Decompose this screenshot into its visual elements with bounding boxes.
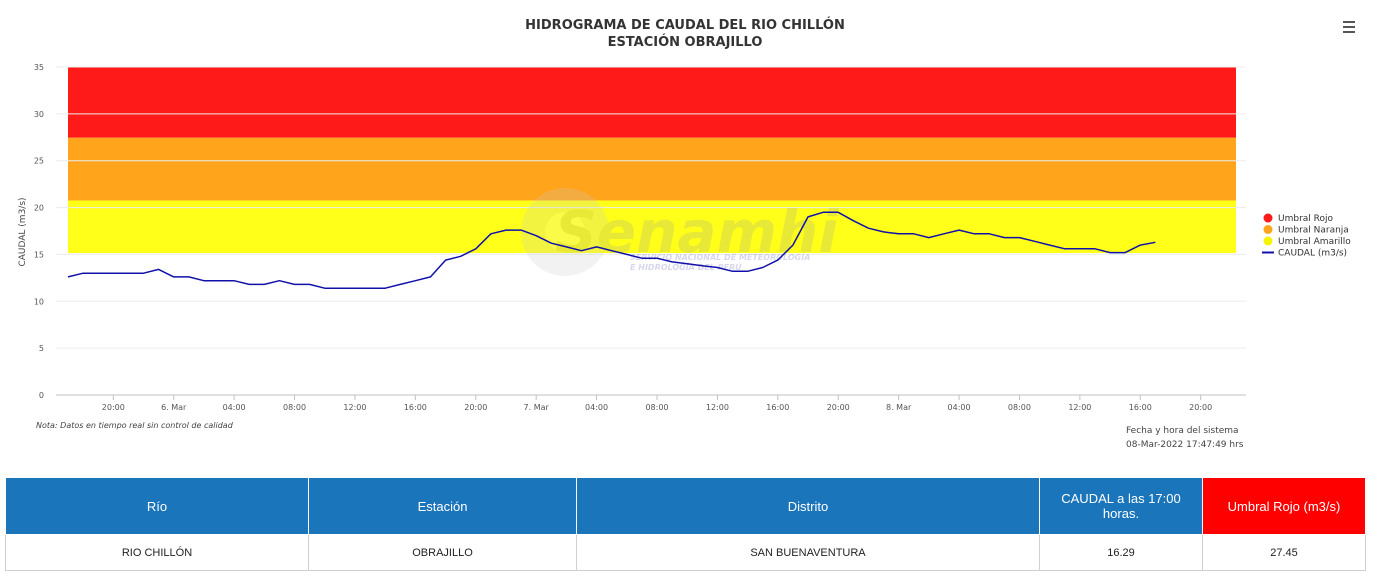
hamburger-menu-icon[interactable] xyxy=(1338,18,1360,40)
cell-caudal: 16.29 xyxy=(1039,534,1203,571)
watermark-line2: E HIDROLOGÍA DEL PERÚ xyxy=(630,261,742,272)
y-tick-label: 5 xyxy=(39,344,44,353)
cell-distrito: SAN BUENAVENTURA xyxy=(576,534,1040,571)
data-quality-note: Nota: Datos en tiempo real sin control d… xyxy=(36,421,234,430)
x-tick-label: 04:00 xyxy=(948,403,971,412)
grid-lines xyxy=(56,66,1246,349)
hydrograph-chart: HIDROGRAMA DE CAUDAL DEL RIO CHILLÓN EST… xyxy=(18,17,1351,450)
y-tick-label: 0 xyxy=(39,391,44,400)
header-caudal: CAUDAL a las 17:00 horas. xyxy=(1039,477,1203,535)
y-axis-label: CAUDAL (m3/s) xyxy=(18,197,28,266)
watermark-line1: SERVICIO NACIONAL DE METEOROLOGÍA xyxy=(630,251,810,262)
x-tick-label: 20:00 xyxy=(827,403,850,412)
x-tick-label: 12:00 xyxy=(343,403,366,412)
x-axis-ticks: 20:00 6. Mar 04:00 08:00 12:00 16:00 20:00 7. M… xyxy=(102,395,1212,412)
legend-marker-umbral-amarillo xyxy=(1263,236,1273,246)
legend-marker-umbral-rojo xyxy=(1263,213,1273,223)
x-tick-label: 6. Mar xyxy=(161,403,187,412)
x-tick-label: 12:00 xyxy=(706,403,729,412)
header-rio: Río xyxy=(5,477,309,535)
x-tick-label: 20:00 xyxy=(102,403,125,412)
x-tick-label: 20:00 xyxy=(464,403,487,412)
table-header-row: Río Estación Distrito CAUDAL a las 17:00… xyxy=(5,477,1366,535)
x-tick-label: 20:00 xyxy=(1189,403,1212,412)
x-tick-label: 8. Mar xyxy=(886,403,912,412)
band-umbral-naranja xyxy=(68,137,1236,201)
y-tick-label: 20 xyxy=(34,204,44,213)
x-tick-label: 16:00 xyxy=(404,403,427,412)
x-tick-label: 08:00 xyxy=(1008,403,1031,412)
station-summary-table: Río Estación Distrito CAUDAL a las 17:00… xyxy=(5,477,1366,571)
y-tick-label: 15 xyxy=(34,250,44,259)
y-tick-label: 35 xyxy=(34,63,44,72)
table-row: RIO CHILLÓN OBRAJILLO SAN BUENAVENTURA 1… xyxy=(5,534,1366,571)
cell-umbral-rojo: 27.45 xyxy=(1202,534,1366,571)
threshold-bands xyxy=(68,67,1236,254)
cell-rio: RIO CHILLÓN xyxy=(5,534,309,571)
watermark-name: Senamhi xyxy=(555,198,839,266)
x-tick-label: 08:00 xyxy=(645,403,668,412)
header-umbral-rojo: Umbral Rojo (m3/s) xyxy=(1202,477,1366,535)
system-time-label: Fecha y hora del sistema xyxy=(1126,426,1239,436)
header-estacion: Estación xyxy=(308,477,577,535)
system-time-value: 08-Mar-2022 17:47:49 hrs xyxy=(1126,440,1244,450)
legend-label: CAUDAL (m3/s) xyxy=(1278,249,1347,259)
cell-estacion: OBRAJILLO xyxy=(308,534,577,571)
legend-label: Umbral Naranja xyxy=(1278,226,1349,236)
y-axis-ticks: 0 5 10 15 20 25 30 35 xyxy=(34,63,44,400)
legend-marker-umbral-naranja xyxy=(1263,225,1273,234)
x-tick-label: 04:00 xyxy=(585,403,608,412)
caudal-series xyxy=(67,211,1156,289)
senamhi-watermark: Senamhi SERVICIO NACIONAL DE METEOROLOGÍ… xyxy=(521,188,839,276)
header-distrito: Distrito xyxy=(576,477,1040,535)
legend-label: Umbral Amarillo xyxy=(1278,237,1351,247)
x-tick-label: 16:00 xyxy=(766,403,789,412)
x-tick-label: 16:00 xyxy=(1129,403,1152,412)
caudal-line xyxy=(67,211,1156,289)
y-tick-label: 30 xyxy=(34,110,44,119)
x-tick-label: 08:00 xyxy=(283,403,306,412)
legend-label: Umbral Rojo xyxy=(1278,214,1334,224)
chart-title-line1: HIDROGRAMA DE CAUDAL DEL RIO CHILLÓN xyxy=(525,17,845,33)
y-tick-label: 25 xyxy=(34,157,44,166)
x-tick-label: 7. Mar xyxy=(524,403,550,412)
x-tick-label: 04:00 xyxy=(223,403,246,412)
chart-title-line2: ESTACIÓN OBRAJILLO xyxy=(608,34,763,50)
band-umbral-amarillo xyxy=(68,200,1236,254)
band-umbral-rojo xyxy=(68,67,1236,138)
x-tick-label: 12:00 xyxy=(1068,403,1091,412)
y-tick-label: 10 xyxy=(34,297,44,306)
